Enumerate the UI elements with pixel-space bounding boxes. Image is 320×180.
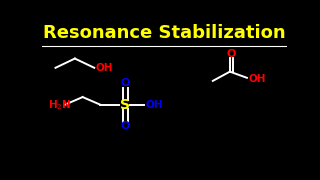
Text: OH: OH [96,63,113,73]
Text: OH: OH [145,100,163,110]
Text: O: O [121,121,130,131]
Text: OH: OH [248,74,266,84]
Text: Resonance Stabilization: Resonance Stabilization [43,24,285,42]
Text: H$_2$N: H$_2$N [48,98,71,112]
Text: O: O [121,78,130,88]
Text: O: O [227,49,236,59]
Text: S: S [120,98,130,112]
